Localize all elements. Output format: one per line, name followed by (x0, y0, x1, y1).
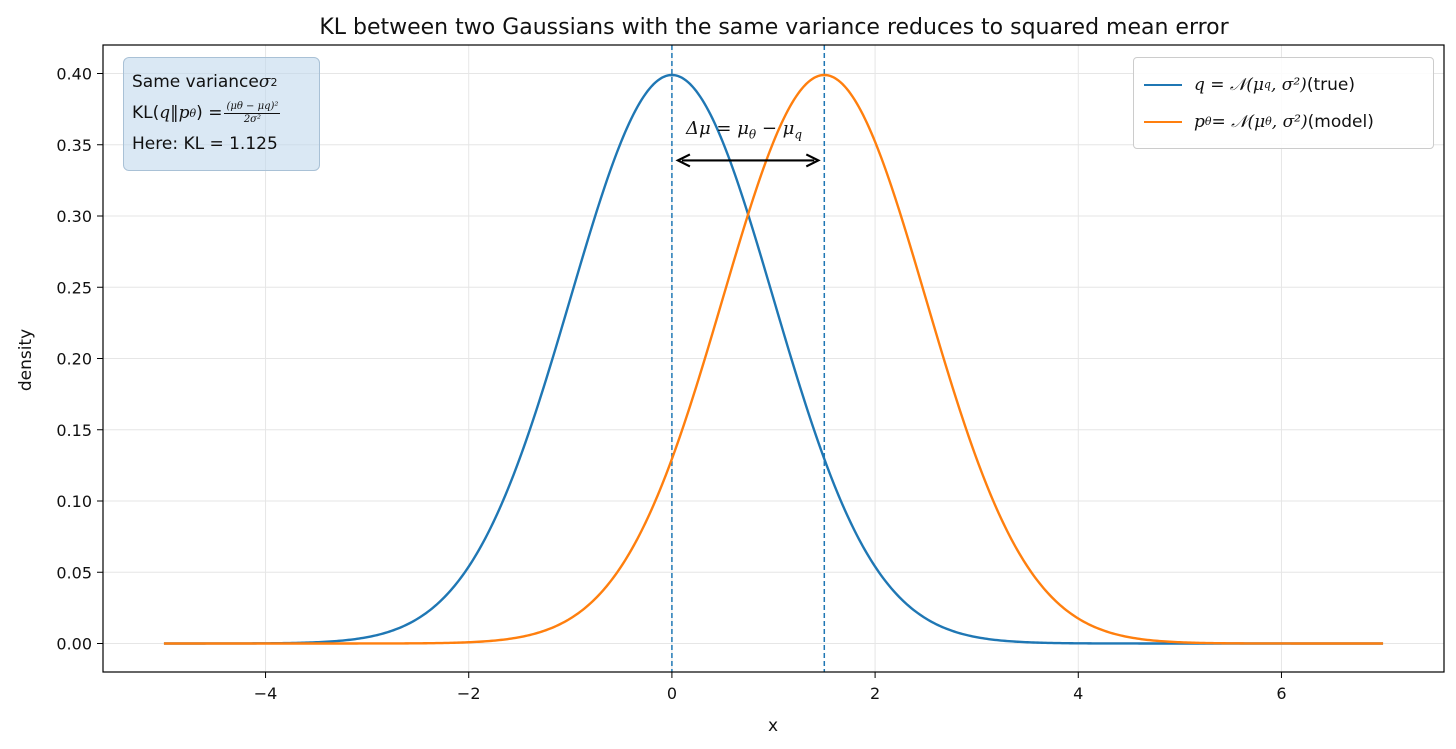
y-tick-label: 0.00 (56, 635, 92, 654)
y-tick-label: 0.20 (56, 350, 92, 369)
y-tick-label: 0.40 (56, 65, 92, 84)
x-tick-label: 6 (1276, 684, 1286, 703)
legend-p-sub: θ (1204, 115, 1212, 128)
y-tick-label: 0.15 (56, 421, 92, 440)
x-axis-label: x (768, 716, 778, 736)
x-tick-label: 4 (1073, 684, 1083, 703)
legend-p-mid: = 𝒩(μ (1211, 111, 1266, 132)
y-tick-label: 0.25 (56, 278, 92, 297)
x-tick-label: 2 (870, 684, 880, 703)
annotation-fraction-den: 2σ² (243, 114, 262, 125)
legend-q-math: q = 𝒩(μ (1194, 74, 1264, 95)
delta-mu-mid: − μ (756, 118, 795, 139)
legend-item-q: q = 𝒩(μ q, σ²) (true) (1144, 66, 1433, 103)
series-q-line (163, 73, 1384, 645)
legend-q-sub: q (1263, 78, 1271, 91)
annotation-kl-prefix: KL( (132, 103, 160, 123)
annotation-sigma: σ (258, 72, 271, 92)
annotation-sigma-exp: 2 (270, 76, 278, 89)
legend-p-rest: , σ²) (1271, 111, 1308, 132)
y-tick-label: 0.35 (56, 136, 92, 155)
y-tick-label: 0.10 (56, 492, 92, 511)
x-tick-label: −2 (457, 684, 481, 703)
delta-mu-prefix: Δμ = μ (686, 118, 749, 139)
legend-swatch-p (1144, 120, 1182, 123)
density-curves (163, 73, 1384, 645)
x-ticks: −4 −2 0 2 4 6 (254, 672, 1287, 703)
y-tick-label: 0.05 (56, 563, 92, 582)
annotation-kl-args: q‖p (159, 103, 190, 123)
arrow-head-right (805, 153, 821, 168)
mean-vlines (671, 45, 826, 672)
legend-p-label: (model) (1307, 111, 1374, 132)
delta-mu-label: Δμ = μθ − μq (686, 118, 802, 142)
x-tick-label: −4 (254, 684, 278, 703)
annotation-line-formula: KL(q‖p θ) = (μθ − μq)² 2σ² (132, 98, 319, 129)
series-p-line (163, 73, 1384, 645)
legend-q-rest: , σ²) (1270, 74, 1307, 95)
x-tick-label: 0 (667, 684, 677, 703)
annotation-line-value: Here: KL = 1.125 (132, 134, 278, 154)
arrow-head-left (675, 153, 691, 168)
legend-p-math: p (1194, 111, 1205, 132)
legend-p-sub2: θ (1265, 115, 1272, 128)
y-tick-label: 0.30 (56, 207, 92, 226)
annotation-kl-eq: ) = (196, 103, 223, 123)
annotation-kl-sub: θ (189, 107, 197, 120)
delta-mu-sub-q: q (794, 127, 803, 142)
plot-area (163, 45, 1384, 672)
legend-swatch-q (1144, 83, 1182, 86)
chart-title: KL between two Gaussians with the same v… (319, 15, 1229, 40)
annotation-fraction: (μθ − μq)² 2σ² (224, 101, 281, 125)
legend-q-label: (true) (1306, 74, 1355, 95)
delta-mu-arrow (675, 153, 821, 168)
y-ticks: 0.00 0.05 0.10 0.15 0.20 0.25 0.30 0.35 0.40 (56, 65, 103, 654)
y-axis-label: density (16, 329, 36, 391)
annotation-variance-text: Same variance (132, 72, 259, 92)
annotation-fraction-num: (μθ − μq)² (224, 101, 281, 114)
delta-mu-sub-theta: θ (748, 127, 757, 142)
